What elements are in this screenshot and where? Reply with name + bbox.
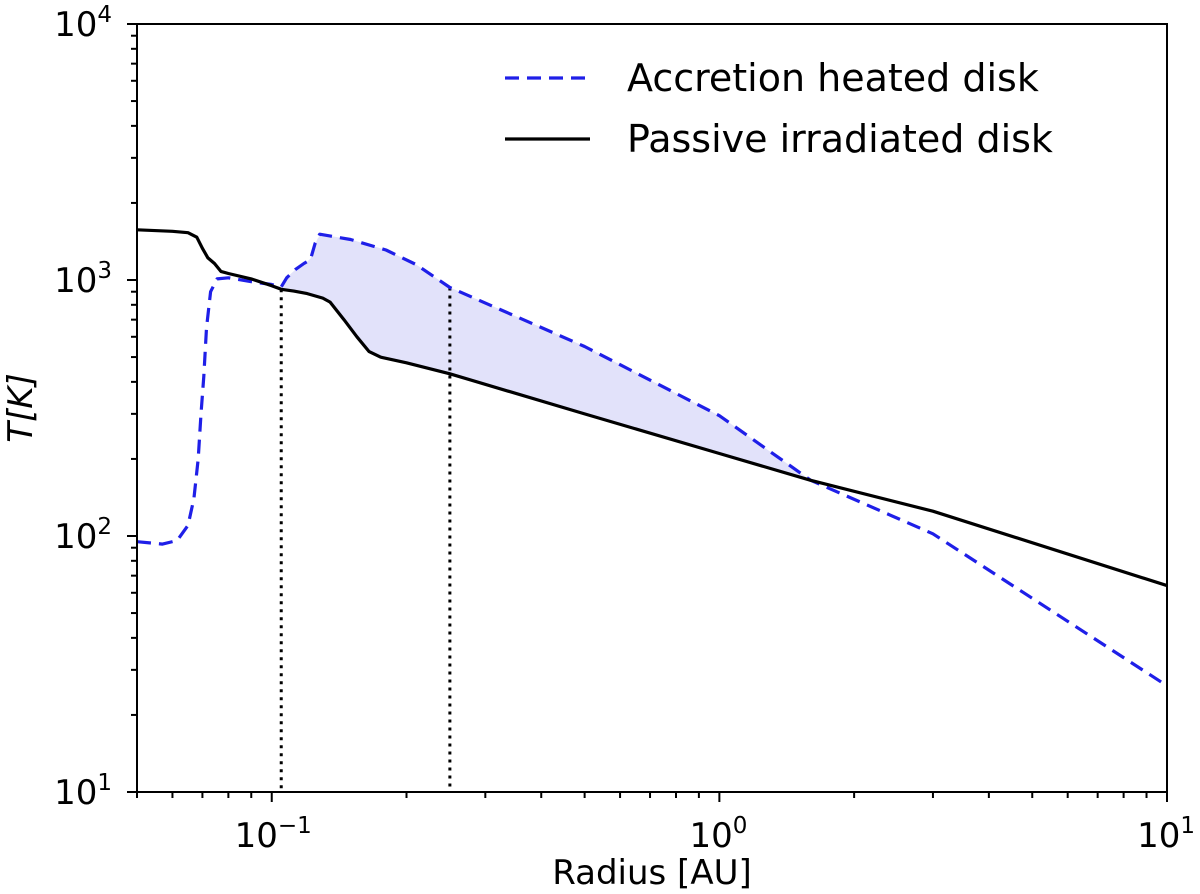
legend-label-accretion: Accretion heated disk (627, 56, 1039, 100)
accretion-heated-disk-line (137, 232, 1167, 688)
legend-label-passive: Passive irradiated disk (627, 117, 1053, 161)
x-axis-tick-labels: 10−1 100 101 (235, 813, 1195, 856)
y-tick-label: 101 (54, 770, 112, 813)
heating-excess-fill (277, 234, 811, 481)
y-tick-label: 104 (54, 2, 112, 45)
y-axis-ticks (127, 23, 137, 793)
x-tick-label: 10−1 (235, 813, 312, 856)
y-tick-label: 103 (54, 258, 112, 301)
legend: Accretion heated disk Passive irradiated… (505, 56, 1053, 161)
y-axis-label: T[K] (1, 373, 41, 443)
x-axis-ticks (136, 792, 1168, 802)
x-tick-label: 100 (689, 813, 747, 856)
y-tick-label: 102 (54, 514, 112, 557)
plot-frame (136, 23, 1168, 793)
x-tick-label: 101 (1137, 813, 1195, 856)
y-axis-tick-labels: 101 102 103 104 (54, 2, 112, 813)
passive-irradiated-disk-line (137, 228, 1167, 588)
x-axis-label: Radius [AU] (552, 853, 751, 893)
